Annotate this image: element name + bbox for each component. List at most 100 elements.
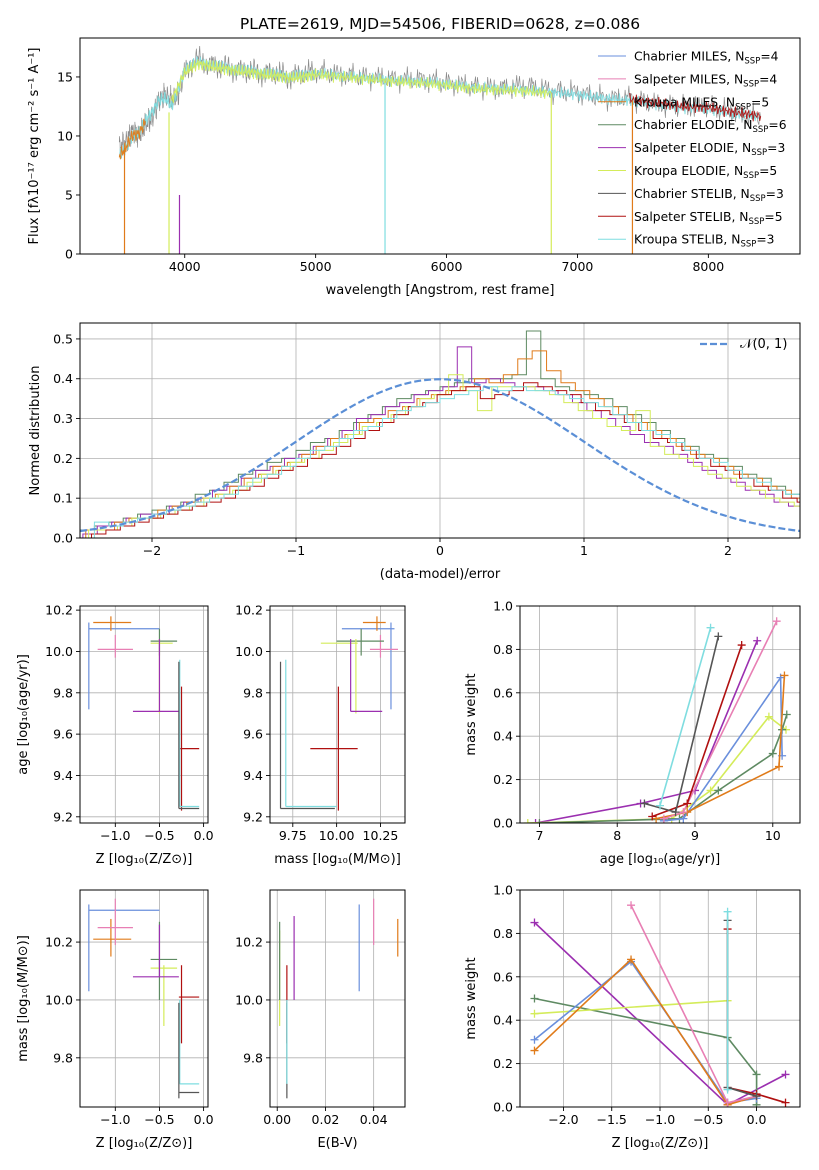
weight-point-salpeter_miles <box>659 814 668 823</box>
axes-frame <box>79 37 801 255</box>
y-tick-label: 0.8 <box>493 926 513 941</box>
legend-text: Kroupa MILES, N <box>634 95 735 109</box>
y-tick-label: 0.2 <box>53 451 73 466</box>
weight-line-kroupa_elodie <box>534 999 728 1015</box>
y-tick-label: 1.0 <box>493 599 513 614</box>
weight-line-kroupa_miles <box>533 958 757 1106</box>
y-tick-label: 1.0 <box>493 883 513 898</box>
weight-point-salpeter_miles <box>627 901 636 910</box>
y-tick-label: 10.0 <box>235 992 263 1007</box>
y-tick-label: 5 <box>65 187 73 202</box>
weight-point-salpeter_elodie <box>753 636 762 645</box>
legend-count: =4 <box>759 72 777 86</box>
chart-weight_vs_age: 7 8 9 10 0.0 0.2 0.4 0.6 0.8 1.0 age [log₁₀(age/yr… <box>464 599 801 867</box>
weight-point-kroupa_elodie <box>530 1009 539 1018</box>
y-tick-label: 0.8 <box>493 642 513 657</box>
legend-label: Chabrier STELIB, NSSP=3 <box>634 187 784 204</box>
weight-point-chabrier_elodie <box>714 786 723 795</box>
figure-title: PLATE=2619, MJD=54506, FIBERID=0628, z=0… <box>240 15 640 33</box>
y-tick-label: 15 <box>57 69 73 84</box>
weight-point-salpeter_elodie <box>530 918 539 927</box>
x-tick-label: 10 <box>765 828 781 843</box>
weight-point-chabrier_elodie <box>535 819 544 823</box>
weight-point-kroupa_miles <box>780 671 789 680</box>
legend-count: =5 <box>764 210 782 224</box>
weight-point-salpeter_stelib <box>683 799 692 808</box>
weight-point-chabrier_elodie <box>782 710 791 719</box>
weight-point-salpeter_stelib <box>781 1098 790 1107</box>
axes-frame <box>79 605 209 824</box>
weight-point-kroupa_miles <box>530 1046 539 1055</box>
weight-point-salpeter_stelib <box>648 812 657 821</box>
weight-point-kroupa_stelib <box>706 623 715 632</box>
x-axis-label: E(B-V) <box>317 1136 357 1151</box>
legend-text: Chabrier ELODIE, N <box>634 118 752 132</box>
x-tick-label: 6000 <box>431 259 463 274</box>
normal-curve <box>80 378 800 533</box>
weight-point-kroupa_miles <box>775 762 783 771</box>
weight-point-chabrier_stelib <box>640 799 649 808</box>
legend-count: =3 <box>756 233 774 247</box>
axes-frame <box>269 889 406 1108</box>
x-axis-label: (data-model)/error <box>380 567 501 582</box>
legend-text: Kroupa STELIB, N <box>634 233 740 247</box>
x-tick-label: 4000 <box>169 259 201 274</box>
legend-label: Kroupa ELODIE, NSSP=5 <box>634 164 777 181</box>
x-tick-label: −1.0 <box>645 1112 675 1127</box>
x-tick-label: −1.0 <box>100 828 130 843</box>
y-tick-label: 0.4 <box>53 371 73 386</box>
legend-label: Salpeter STELIB, NSSP=5 <box>634 210 783 227</box>
chart-spectrum: 4000 5000 6000 7000 8000 0 5 10 15 wavelength [An… <box>27 37 801 298</box>
y-tick-label: 0.6 <box>493 685 513 700</box>
legend-subscript: SSP <box>750 194 766 204</box>
legend-count: =4 <box>760 50 778 64</box>
x-tick-label: 0.0 <box>194 1112 214 1127</box>
chart-residuals: −2 −1 0 1 2 0.0 0.1 0.2 0.3 0.4 0.5 (data-model)/er… <box>28 322 801 582</box>
x-tick-label: 9.75 <box>279 828 307 843</box>
y-tick-label: 9.8 <box>243 685 263 700</box>
legend-count: =3 <box>766 187 784 201</box>
x-tick-label: −2 <box>143 543 161 558</box>
x-axis-label: Z [log₁₀(Z/Z⊙)] <box>96 1136 193 1151</box>
plot-area-spectrum <box>118 45 762 254</box>
plot-area-weight_vs_Z <box>520 890 800 1107</box>
y-tick-label: 0.4 <box>493 1013 513 1028</box>
legend-label: Kroupa STELIB, NSSP=3 <box>634 233 775 250</box>
legend-label: Salpeter ELODIE, NSSP=3 <box>634 141 785 158</box>
legend-subscript: SSP <box>752 125 768 135</box>
weight-point-chabrier_stelib <box>752 1092 761 1101</box>
y-tick-label: 0.4 <box>493 729 513 744</box>
weight-point-kroupa_elodie <box>764 712 773 721</box>
y-tick-label: 10.2 <box>235 603 263 618</box>
y-tick-label: 10.0 <box>45 644 73 659</box>
x-tick-label: −1 <box>287 543 305 558</box>
y-tick-label: 9.8 <box>53 685 73 700</box>
x-tick-label: 0.02 <box>312 1112 340 1127</box>
weight-line-chabrier_elodie <box>539 714 788 823</box>
x-tick-label: −2.0 <box>548 1112 578 1127</box>
x-tick-label: 5000 <box>300 259 332 274</box>
spectrum-line-salpeter_stelib <box>629 93 762 122</box>
x-tick-label: 10.00 <box>319 828 355 843</box>
weight-point-kroupa_stelib <box>656 801 664 810</box>
x-axis-label: Z [log₁₀(Z/Z⊙)] <box>96 852 193 867</box>
legend-subscript: SSP <box>735 102 751 112</box>
y-tick-label: 9.2 <box>53 809 73 824</box>
weight-point-salpeter_stelib <box>737 641 746 650</box>
x-tick-label: 9 <box>691 828 699 843</box>
y-tick-label: 9.8 <box>53 1050 73 1065</box>
x-tick-label: 8000 <box>692 259 724 274</box>
legend-text: Chabrier MILES, N <box>634 50 744 64</box>
legend-subscript: SSP <box>744 57 760 67</box>
x-axis-label: age [log₁₀(age/yr)] <box>600 852 721 867</box>
legend-text: Chabrier STELIB, N <box>634 187 750 201</box>
axes-frame <box>79 889 209 1108</box>
y-tick-label: 10.2 <box>45 935 73 950</box>
y-tick-label: 0 <box>65 247 73 262</box>
weight-point-chabrier_elodie <box>768 749 777 758</box>
y-tick-label: 0.5 <box>53 331 73 346</box>
legend-count: =5 <box>751 95 769 109</box>
weight-point-salpeter_miles <box>723 1098 732 1107</box>
chart-age_vs_mass: 9.75 10.00 10.25 9.2 9.4 9.6 9.8 10.0 10.2 mass [… <box>235 603 406 867</box>
